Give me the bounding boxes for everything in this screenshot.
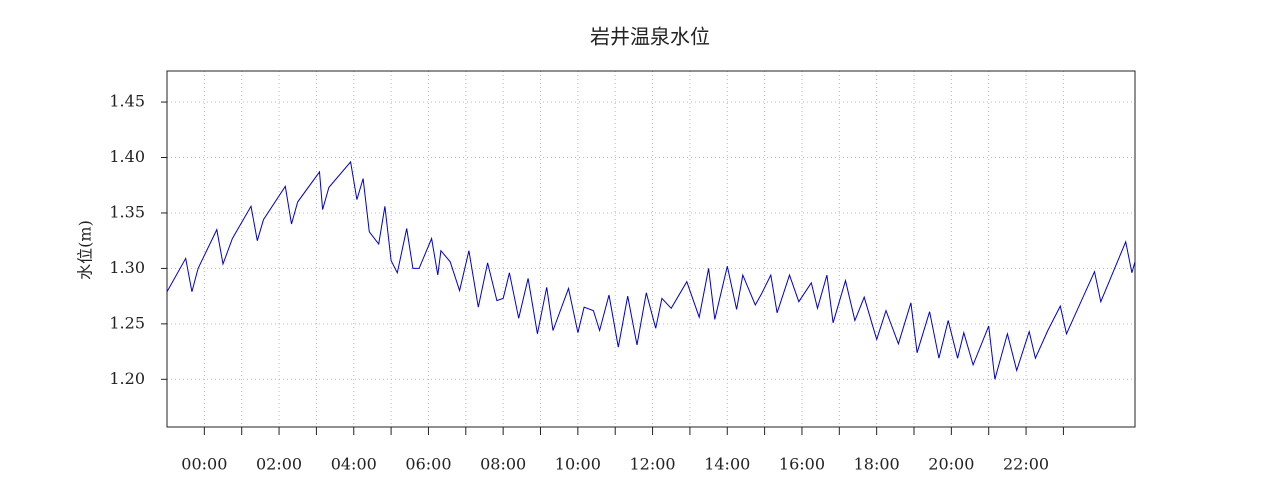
plot-frame: [166, 70, 1136, 428]
y-tick-label: 1.20: [109, 369, 145, 388]
x-tick-label: 22:00: [1003, 455, 1049, 474]
x-tick-label: 02:00: [256, 455, 302, 474]
y-tick-label: 1.40: [109, 147, 145, 166]
x-tick-label: 12:00: [630, 455, 676, 474]
x-tick-label: 16:00: [779, 455, 825, 474]
y-tick-label: 1.25: [109, 313, 145, 332]
y-tick-label: 1.35: [109, 202, 145, 221]
y-tick-label: 1.30: [109, 258, 145, 277]
chart-title: 岩井温泉水位: [590, 25, 710, 49]
x-tick-label: 04:00: [331, 455, 377, 474]
x-tick-label: 10:00: [555, 455, 601, 474]
data-line: [166, 160, 1136, 380]
x-tick-label: 08:00: [480, 455, 526, 474]
y-tick-label: 1.45: [109, 92, 145, 111]
x-tick-label: 06:00: [405, 455, 451, 474]
x-tick-label: 00:00: [181, 455, 227, 474]
x-tick-label: 18:00: [854, 455, 900, 474]
x-tick-label: 20:00: [928, 455, 974, 474]
x-tick-label: 14:00: [704, 455, 750, 474]
y-axis-label: 水位(m): [76, 220, 95, 280]
